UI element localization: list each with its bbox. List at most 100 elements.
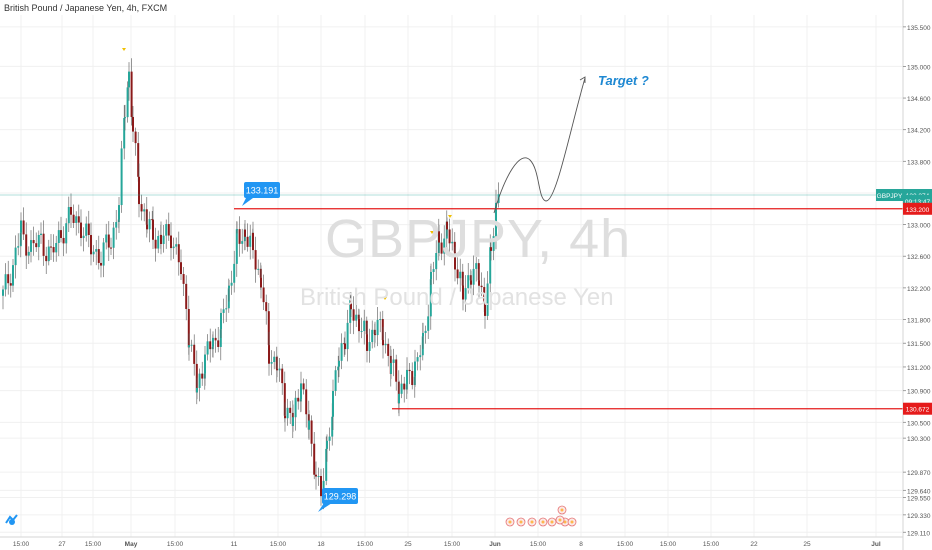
candle-up [419,355,422,358]
candle-up [486,283,489,316]
price-axis[interactable]: 135.500135.000134.600134.200133.800133.4… [876,0,932,550]
time-tick-label: 15:00 [270,541,287,548]
candle-up [270,362,273,364]
candle-up [225,308,228,310]
candle-down [289,407,292,413]
candle-up [432,269,435,272]
candle-up [228,285,230,289]
candle-up [360,331,363,333]
candle-down [284,415,286,419]
candle-up [126,87,129,118]
support-price-label [903,402,932,415]
candle-up [67,206,70,224]
candle-up [17,246,20,248]
candle-up [363,320,366,332]
candle-up [206,341,209,355]
candle-down [252,232,254,251]
candle-down [100,262,102,266]
callout-low-text: 129.298 [324,492,357,502]
candle-up [489,247,492,284]
candle-down [283,383,286,416]
candle-up [65,223,68,244]
time-tick-label: 15:00 [85,541,102,548]
candle-up [328,436,331,441]
candle-up [57,230,60,244]
candle-down [374,334,376,336]
candle-down [470,280,472,285]
candle-up [467,275,470,289]
callout-low [322,488,358,504]
callout-low-pointer [318,503,332,512]
candle-down [305,389,308,415]
candle-down [187,308,190,348]
candle-up [123,118,126,149]
candle-up [292,417,294,426]
event-marker-dot [541,520,545,524]
candle-up [188,345,190,348]
candle-down [480,285,483,288]
candle-up [30,240,32,252]
candle-down [315,474,317,477]
target-arrowhead [579,76,586,83]
candle-up [162,235,165,244]
candle-up [198,373,201,388]
symbol-tag-text: GBPJPY [877,193,903,200]
candle-down [146,224,148,230]
resistance-price-label-text: 133.200 [906,207,930,214]
watermark-description: British Pound / Japanese Yen [300,284,614,311]
event-marker-dot [570,520,574,524]
candle-down [454,252,456,270]
candle-down [478,280,480,286]
event-markers[interactable] [122,48,577,527]
candle-up [219,329,222,347]
candle-down [151,219,154,221]
time-tick-label: 18 [317,541,325,548]
candle-up [400,383,403,394]
candle-up [340,343,343,361]
candle-up [334,370,337,391]
candle-down [265,302,268,312]
time-tick-label: 15:00 [167,541,184,548]
candle-down [262,287,265,303]
callout-high-pointer [242,198,253,206]
event-marker-dot [508,520,512,524]
price-tick-label: 135.000 [907,64,931,71]
candle-down [358,318,360,332]
candle-down [448,229,451,244]
candle-up [451,241,454,244]
resistance-price-label [903,202,932,215]
candle-up [325,448,328,481]
candle-down [107,234,110,248]
price-tick-label: 131.200 [907,365,931,372]
callout-high-text: 133.191 [246,186,279,196]
tradingview-logo-icon[interactable] [4,512,20,526]
symbol-title[interactable]: British Pound / Japanese Yen, 4h, FXCM [4,3,168,13]
candle-up [406,369,408,385]
candle-up [40,233,42,235]
candle-up [273,356,276,363]
candle-up [236,229,238,231]
price-tick-label: 129.110 [907,530,930,537]
candle-down [9,283,12,286]
candle-down [438,231,440,243]
candle-down [201,373,204,379]
target-projection-curve [493,77,586,214]
time-axis[interactable]: 15:00 27 15:00 May 15:00 11 15:00 18 15:00 25 15:0… [0,536,903,548]
candle-down [72,214,75,223]
time-tick-label: 15:00 [703,541,720,548]
candle-down [52,247,55,253]
price-tick-label: 132.200 [907,286,931,293]
candle-down [387,343,390,356]
candle-down [411,371,414,386]
candle-down [193,344,196,364]
time-tick-label: 27 [58,541,66,548]
candle-up [115,222,118,228]
candles [2,58,500,510]
event-marker-dot [530,520,534,524]
candle-up [464,288,467,300]
candle-down [297,397,300,402]
candle-up [27,251,30,256]
time-tick-label: 11 [231,541,238,548]
candle-up [414,361,416,377]
